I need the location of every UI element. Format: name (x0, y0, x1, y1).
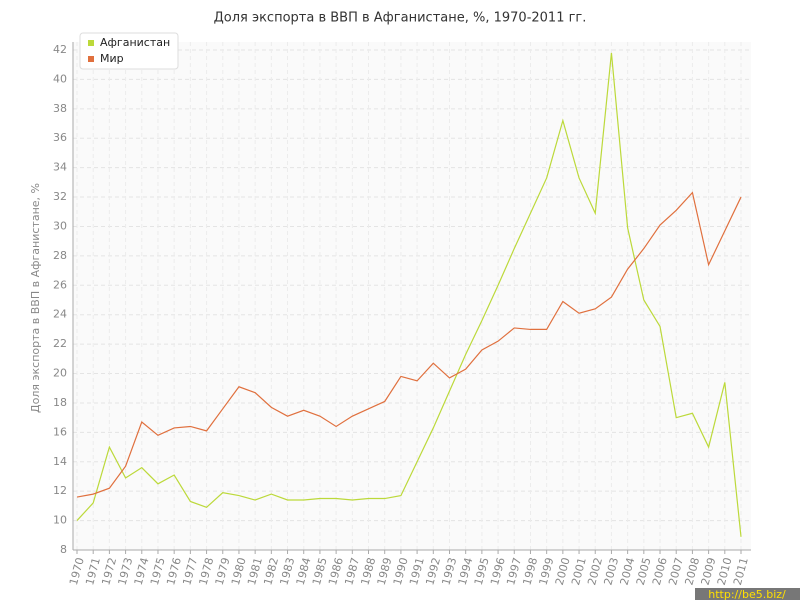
legend-label: Мир (100, 52, 124, 65)
y-tick-label: 36 (53, 131, 67, 144)
y-tick-label: 10 (53, 514, 67, 527)
y-axis-label: Доля экспорта в ВВП в Афганистане, % (29, 183, 42, 413)
line (76, 52, 742, 537)
line (76, 191, 742, 498)
y-tick-label: 30 (53, 219, 67, 232)
watermark: http://be5.biz/ (708, 588, 786, 600)
y-tick-label: 14 (53, 455, 67, 468)
y-tick-label: 20 (53, 367, 67, 380)
y-tick-label: 42 (53, 43, 67, 56)
legend-label: Афганистан (100, 36, 170, 49)
y-tick-label: 28 (53, 249, 67, 262)
y-tick-label: 32 (53, 190, 67, 203)
y-tick-label: 8 (60, 543, 67, 556)
y-tick-label: 22 (53, 337, 67, 350)
y-tick-label: 18 (53, 396, 67, 409)
y-tick-label: 12 (53, 484, 67, 497)
legend-box (79, 32, 179, 70)
legend-marker (88, 40, 94, 46)
y-tick-label: 34 (53, 161, 67, 174)
plot-area (73, 42, 751, 550)
chart-title: Доля экспорта в ВВП в Афганистане, %, 19… (214, 11, 587, 26)
legend-marker (88, 56, 94, 62)
y-tick-label: 24 (53, 308, 67, 321)
y-tick-label: 16 (53, 425, 67, 438)
y-tick-label: 40 (53, 72, 67, 85)
y-tick-label: 38 (53, 102, 67, 115)
y-tick-label: 26 (53, 278, 67, 291)
watermark-bg (695, 588, 800, 600)
